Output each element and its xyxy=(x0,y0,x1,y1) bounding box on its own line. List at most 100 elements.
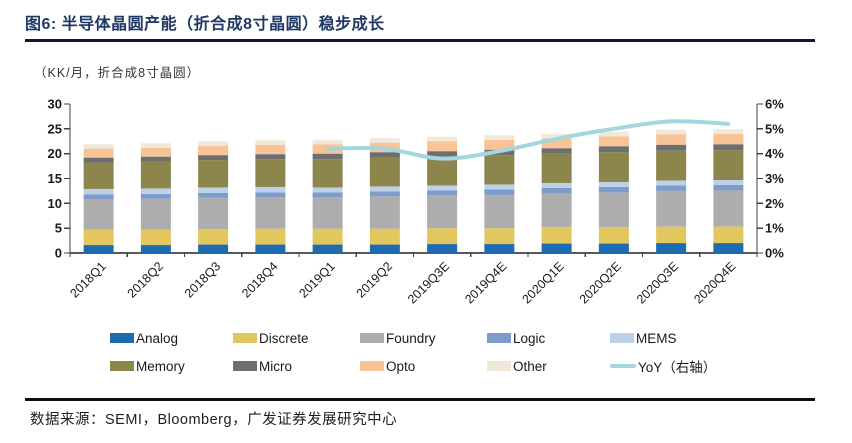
legend-color-swatch xyxy=(110,361,134,371)
bar-segment-opto xyxy=(484,139,515,150)
bar-segment-micro xyxy=(713,144,744,151)
x-axis-label: 2019Q1 xyxy=(296,259,337,300)
bar-segment-micro xyxy=(427,151,458,157)
x-axis-label: 2018Q2 xyxy=(125,259,166,300)
legend-label: Analog xyxy=(136,330,179,346)
bar-segment-foundry xyxy=(427,195,458,229)
legend-item-micro: Micro xyxy=(233,358,292,374)
bar-segment-foundry xyxy=(198,197,229,230)
legend-label: Discrete xyxy=(259,330,309,346)
bar-segment-logic xyxy=(598,186,629,193)
bar-segment-other xyxy=(484,135,515,140)
bar-segment-analog xyxy=(541,243,572,253)
bar-segment-logic xyxy=(369,191,400,197)
data-source: 数据来源：SEMI，Bloomberg，广发证券发展研究中心 xyxy=(30,412,398,428)
bar-segment-memory xyxy=(427,156,458,186)
bar-segment-logic xyxy=(255,192,286,198)
legend-label: Micro xyxy=(259,358,292,374)
bar-segment-mems xyxy=(140,188,171,194)
bar-segment-foundry xyxy=(713,190,744,227)
bar-segment-mems xyxy=(198,187,229,193)
left-axis-tick-label: 30 xyxy=(48,97,62,112)
bar-segment-mems xyxy=(369,186,400,192)
legend-item-mems: MEMS xyxy=(610,330,677,346)
bar-segment-logic xyxy=(656,185,687,191)
legend-label: MEMS xyxy=(636,330,677,346)
bar-segment-other xyxy=(255,140,286,145)
legend-item-analog: Analog xyxy=(110,330,179,346)
bar-segment-memory xyxy=(541,153,572,183)
bar-segment-micro xyxy=(312,153,343,160)
bar-segment-mems xyxy=(656,180,687,186)
bar-segment-analog xyxy=(255,244,286,253)
footer-divider xyxy=(25,398,815,401)
bar-segment-other xyxy=(369,138,400,143)
legend-line-swatch xyxy=(610,364,636,368)
right-axis-tick-label: 3% xyxy=(765,171,784,186)
bar-segment-other xyxy=(427,136,458,142)
x-axis-label: 2019Q4E xyxy=(462,259,509,306)
x-axis-label: 2019Q3E xyxy=(405,259,452,306)
yoy-line xyxy=(325,119,731,161)
legend-label: Other xyxy=(513,358,547,374)
bar-segment-micro xyxy=(656,144,687,151)
bar-segment-other xyxy=(598,131,629,137)
bar-segment-analog xyxy=(369,244,400,253)
bar-segment-micro xyxy=(541,148,572,154)
bar-segment-foundry xyxy=(83,199,114,230)
bar-segment-foundry xyxy=(541,193,572,228)
x-axis-label: 2020Q4E xyxy=(691,259,738,306)
bar-segment-analog xyxy=(83,245,114,253)
legend-item-yoy右轴: YoY（右轴） xyxy=(610,359,716,375)
bar-segment-opto xyxy=(140,147,171,157)
bar-segment-other xyxy=(140,143,171,148)
legend-color-swatch xyxy=(360,361,384,371)
right-axis-tick-label: 5% xyxy=(765,121,784,136)
bar-segment-opto xyxy=(541,138,572,149)
legend-color-swatch xyxy=(610,333,634,343)
bar-segment-logic xyxy=(198,192,229,198)
bar-segment-mems xyxy=(255,186,286,193)
legend-color-swatch xyxy=(233,361,257,371)
bar-segment-logic xyxy=(140,193,171,199)
bar-segment-opto xyxy=(198,145,229,156)
left-axis-tick-label: 20 xyxy=(48,146,62,161)
x-axis-label: 2020Q2E xyxy=(577,259,624,306)
bar-segment-analog xyxy=(484,244,515,253)
bar-segment-mems xyxy=(427,185,458,191)
legend-item-other: Other xyxy=(487,358,547,374)
right-axis-tick-label: 1% xyxy=(765,221,784,236)
bar-segment-micro xyxy=(83,157,114,163)
x-axis-label: 2018Q1 xyxy=(67,259,108,300)
right-axis-tick-label: 2% xyxy=(765,196,784,211)
legend-color-swatch xyxy=(110,333,134,343)
bar-segment-mems xyxy=(541,182,572,188)
bar-segment-discrete xyxy=(541,227,572,244)
bar-segment-discrete xyxy=(369,228,400,245)
bar-segment-foundry xyxy=(140,198,171,230)
bar-segment-mems xyxy=(713,179,744,185)
bar-segment-foundry xyxy=(598,192,629,228)
bar-segment-discrete xyxy=(255,228,286,245)
bar-segment-other xyxy=(312,139,343,145)
x-axis-label: 2020Q3E xyxy=(634,259,681,306)
bar-segment-discrete xyxy=(656,226,687,244)
bar-segment-other xyxy=(541,133,572,139)
bar-segment-memory xyxy=(255,159,286,187)
bar-segment-memory xyxy=(83,162,114,189)
bar-segment-opto xyxy=(427,141,458,152)
bar-segment-logic xyxy=(541,187,572,194)
bar-segment-memory xyxy=(656,150,687,181)
legend-color-swatch xyxy=(233,333,257,343)
right-axis-tick-label: 4% xyxy=(765,146,784,161)
bar-segment-other xyxy=(713,129,744,134)
left-axis-tick-label: 15 xyxy=(48,171,62,186)
legend-color-swatch xyxy=(360,333,384,343)
bar-segment-foundry xyxy=(255,197,286,229)
bar-segment-micro xyxy=(255,154,286,160)
bar-segment-memory xyxy=(140,161,171,189)
bar-segment-micro xyxy=(369,152,400,158)
bar-segment-other xyxy=(83,144,114,149)
